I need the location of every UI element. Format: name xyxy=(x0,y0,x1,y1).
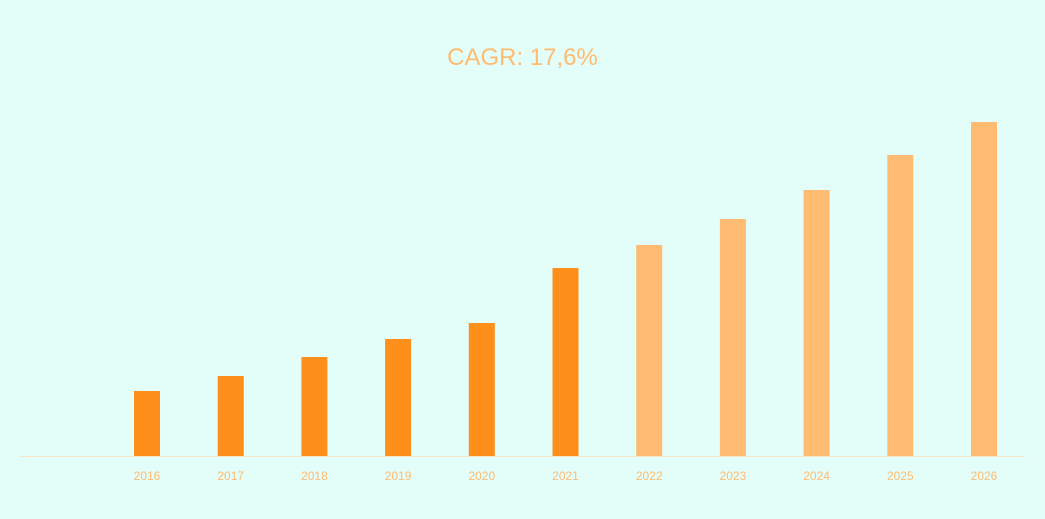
bar-2022 xyxy=(636,245,663,456)
x-tick-label-2023: 2023 xyxy=(720,469,747,483)
x-tick-label-2025: 2025 xyxy=(887,469,914,483)
bar-2025 xyxy=(887,155,914,456)
bar-2021 xyxy=(552,268,579,456)
bar-2024 xyxy=(803,190,830,456)
chart-title: CAGR: 17,6% xyxy=(447,44,598,71)
x-tick-label-2022: 2022 xyxy=(636,469,663,483)
x-tick-label-2017: 2017 xyxy=(217,469,244,483)
x-tick-label-2016: 2016 xyxy=(134,469,161,483)
x-tick-label-2019: 2019 xyxy=(385,469,412,483)
bar-2023 xyxy=(719,219,746,456)
x-tick-label-2026: 2026 xyxy=(971,469,998,483)
bar-2016 xyxy=(134,391,160,456)
tick-labels-group: 2016 2017 2018 2019 2020 2021 2022 2023 2024 2025… xyxy=(134,469,998,483)
bar-2019 xyxy=(385,339,412,456)
bar-2026 xyxy=(971,122,997,456)
bar-2020 xyxy=(468,323,495,456)
x-tick-label-2020: 2020 xyxy=(468,469,495,483)
bars-group xyxy=(134,122,997,456)
bar-2018 xyxy=(301,357,328,456)
x-tick-label-2024: 2024 xyxy=(803,469,830,483)
x-tick-label-2021: 2021 xyxy=(552,469,579,483)
x-tick-label-2018: 2018 xyxy=(301,469,328,483)
bar-2017 xyxy=(217,376,244,456)
